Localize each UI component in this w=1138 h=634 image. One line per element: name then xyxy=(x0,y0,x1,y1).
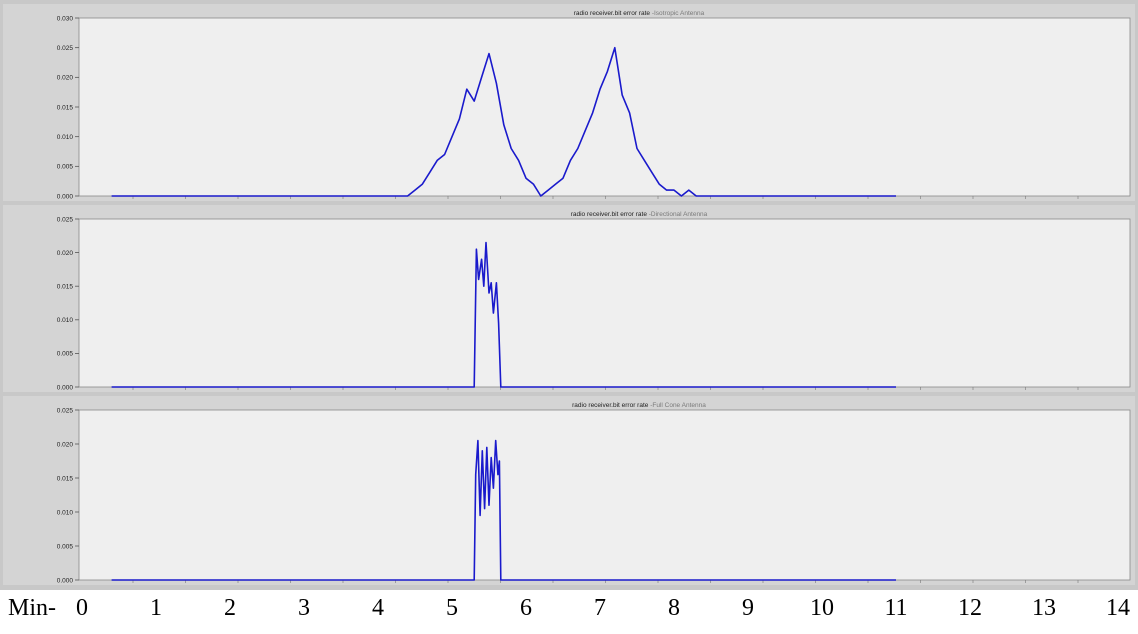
x-axis-label: 8 xyxy=(668,595,680,621)
y-tick-label: 0.005 xyxy=(57,543,74,550)
x-axis-label: 2 xyxy=(224,595,236,621)
panel-1: radio receiver.bit error rate -Isotropic… xyxy=(3,4,1135,201)
x-axis-label: 9 xyxy=(742,595,754,621)
panel-title: radio receiver.bit error rate -Direction… xyxy=(571,211,708,218)
y-tick-label: 0.020 xyxy=(57,250,74,257)
y-tick-label: 0.005 xyxy=(57,164,74,171)
panel-2: radio receiver.bit error rate -Direction… xyxy=(3,205,1135,392)
panel-3: radio receiver.bit error rate -Full Cone… xyxy=(3,396,1135,585)
y-tick-label: 0.020 xyxy=(57,75,74,82)
panel-title-suffix: -Full Cone Antenna xyxy=(650,402,706,409)
y-tick-label: 0.000 xyxy=(57,193,74,200)
panel-title-main: radio receiver.bit error rate xyxy=(574,10,652,17)
series-line xyxy=(111,46,896,197)
y-tick-label: 0.010 xyxy=(57,317,74,324)
y-tick-label: 0.015 xyxy=(57,475,74,482)
panel-title-main: radio receiver.bit error rate xyxy=(572,402,650,409)
y-tick-label: 0.010 xyxy=(57,509,74,516)
x-axis-label: 3 xyxy=(298,595,310,621)
panel-title-suffix: -Isotropic Antenna xyxy=(652,10,705,17)
y-tick-label: 0.015 xyxy=(57,284,74,291)
x-axis-label: 5 xyxy=(446,595,458,621)
plot-area xyxy=(78,218,1131,388)
y-tick-label: 0.025 xyxy=(57,216,74,223)
y-tick-label: 0.000 xyxy=(57,384,74,391)
x-axis-label: 7 xyxy=(594,595,606,621)
y-tick-label: 0.025 xyxy=(57,45,74,52)
x-axis-label: 11 xyxy=(884,595,907,621)
panel-title-suffix: -Directional Antenna xyxy=(649,211,708,218)
x-axis-label: 0 xyxy=(76,595,88,621)
y-tick-label: 0.020 xyxy=(57,441,74,448)
x-axis-label: 14 xyxy=(1106,595,1130,621)
series-line xyxy=(111,439,896,581)
series-line xyxy=(111,241,896,388)
x-axis-label: 1 xyxy=(150,595,162,621)
x-axis-prefix: Min- xyxy=(8,595,56,621)
y-tick-label: 0.000 xyxy=(57,577,74,584)
panel-title: radio receiver.bit error rate -Isotropic… xyxy=(574,10,705,17)
y-tick-label: 0.015 xyxy=(57,104,74,111)
plot-area xyxy=(78,17,1131,197)
panel-title: radio receiver.bit error rate -Full Cone… xyxy=(572,402,706,409)
y-tick-label: 0.005 xyxy=(57,351,74,358)
y-tick-label: 0.025 xyxy=(57,407,74,414)
x-axis-label: 10 xyxy=(810,595,834,621)
x-axis-label: 6 xyxy=(520,595,532,621)
y-tick-label: 0.030 xyxy=(57,15,74,22)
y-tick-label: 0.010 xyxy=(57,134,74,141)
panel-title-main: radio receiver.bit error rate xyxy=(571,211,649,218)
plot-area xyxy=(78,409,1131,581)
x-axis-label: 12 xyxy=(958,595,982,621)
x-axis-label: 4 xyxy=(372,595,384,621)
x-axis-label: 13 xyxy=(1032,595,1056,621)
